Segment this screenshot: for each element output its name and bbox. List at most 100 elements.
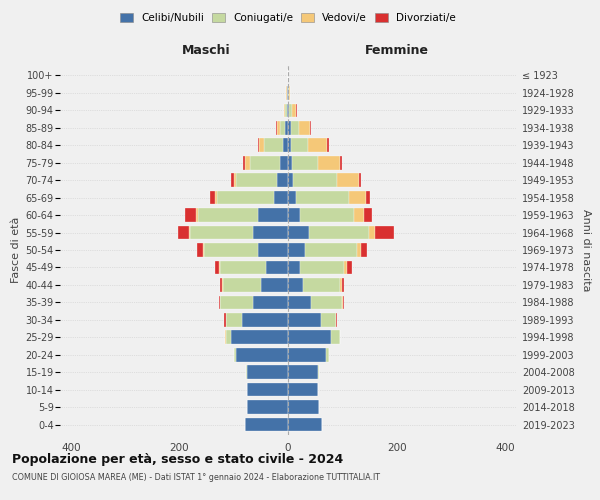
Bar bbox=[292, 104, 296, 117]
Bar bbox=[280, 121, 285, 134]
Bar bbox=[236, 174, 277, 187]
Bar bbox=[288, 400, 319, 414]
Bar bbox=[259, 138, 263, 152]
Bar bbox=[274, 191, 288, 204]
Bar bbox=[288, 383, 318, 396]
Bar bbox=[299, 121, 310, 134]
Bar bbox=[276, 121, 277, 134]
Bar bbox=[218, 296, 220, 309]
Bar bbox=[199, 208, 258, 222]
Bar bbox=[293, 174, 337, 187]
Bar bbox=[258, 243, 288, 257]
Bar bbox=[340, 278, 342, 291]
Text: Popolazione per età, sesso e stato civile - 2024: Popolazione per età, sesso e stato civil… bbox=[12, 452, 343, 466]
Bar bbox=[288, 138, 291, 152]
Bar bbox=[219, 260, 220, 274]
Bar bbox=[284, 104, 285, 117]
Bar bbox=[231, 330, 288, 344]
Bar bbox=[354, 208, 364, 222]
Bar bbox=[288, 278, 303, 291]
Bar bbox=[288, 104, 289, 117]
Bar bbox=[288, 313, 320, 326]
Bar bbox=[344, 260, 347, 274]
Bar bbox=[226, 313, 242, 326]
Bar bbox=[327, 138, 329, 152]
Bar bbox=[196, 208, 199, 222]
Bar bbox=[288, 260, 300, 274]
Bar bbox=[305, 243, 357, 257]
Bar bbox=[340, 156, 342, 170]
Bar bbox=[288, 156, 292, 170]
Bar bbox=[258, 208, 288, 222]
Bar bbox=[292, 156, 319, 170]
Bar bbox=[288, 174, 293, 187]
Bar bbox=[204, 243, 258, 257]
Bar bbox=[287, 104, 288, 117]
Bar bbox=[217, 191, 274, 204]
Bar bbox=[308, 226, 370, 239]
Bar bbox=[246, 366, 247, 379]
Bar bbox=[283, 138, 288, 152]
Bar bbox=[203, 243, 204, 257]
Bar bbox=[288, 121, 291, 134]
Bar bbox=[234, 174, 236, 187]
Bar bbox=[277, 174, 288, 187]
Bar bbox=[197, 243, 203, 257]
Bar bbox=[361, 243, 367, 257]
Bar bbox=[234, 348, 236, 362]
Bar bbox=[253, 296, 288, 309]
Bar bbox=[224, 313, 226, 326]
Bar bbox=[215, 191, 217, 204]
Bar bbox=[291, 138, 308, 152]
Bar bbox=[337, 174, 359, 187]
Bar bbox=[365, 191, 370, 204]
Bar bbox=[226, 330, 231, 344]
Bar bbox=[263, 138, 283, 152]
Bar bbox=[220, 278, 223, 291]
Bar bbox=[303, 278, 340, 291]
Bar bbox=[288, 418, 322, 432]
Legend: Celibi/Nubili, Coniugati/e, Vedovi/e, Divorziati/e: Celibi/Nubili, Coniugati/e, Vedovi/e, Di… bbox=[120, 13, 456, 23]
Y-axis label: Anni di nascita: Anni di nascita bbox=[581, 209, 590, 291]
Bar bbox=[242, 313, 288, 326]
Bar bbox=[326, 348, 329, 362]
Bar bbox=[247, 366, 288, 379]
Bar bbox=[289, 86, 290, 100]
Bar bbox=[288, 296, 311, 309]
Bar bbox=[247, 383, 288, 396]
Bar bbox=[258, 138, 259, 152]
Bar bbox=[288, 243, 305, 257]
Bar bbox=[311, 296, 342, 309]
Bar bbox=[286, 86, 287, 100]
Bar bbox=[280, 156, 288, 170]
Bar bbox=[375, 226, 394, 239]
Bar bbox=[370, 226, 375, 239]
Bar bbox=[296, 191, 349, 204]
Bar bbox=[253, 226, 288, 239]
Bar bbox=[289, 104, 292, 117]
Bar bbox=[220, 260, 266, 274]
Bar bbox=[178, 226, 188, 239]
Bar bbox=[288, 226, 308, 239]
Text: Maschi: Maschi bbox=[182, 44, 231, 57]
Bar bbox=[288, 191, 296, 204]
Bar bbox=[288, 366, 318, 379]
Bar bbox=[215, 260, 219, 274]
Text: Femmine: Femmine bbox=[365, 44, 428, 57]
Bar bbox=[277, 121, 280, 134]
Bar bbox=[250, 156, 280, 170]
Bar bbox=[188, 226, 190, 239]
Bar bbox=[261, 278, 288, 291]
Bar bbox=[320, 313, 336, 326]
Bar bbox=[310, 121, 311, 134]
Bar bbox=[359, 174, 361, 187]
Bar bbox=[243, 156, 245, 170]
Bar bbox=[245, 156, 250, 170]
Bar bbox=[288, 208, 300, 222]
Bar bbox=[288, 348, 326, 362]
Bar bbox=[247, 400, 288, 414]
Bar bbox=[185, 208, 196, 222]
Bar bbox=[300, 208, 354, 222]
Bar bbox=[285, 104, 287, 117]
Y-axis label: Fasce di età: Fasce di età bbox=[11, 217, 21, 283]
